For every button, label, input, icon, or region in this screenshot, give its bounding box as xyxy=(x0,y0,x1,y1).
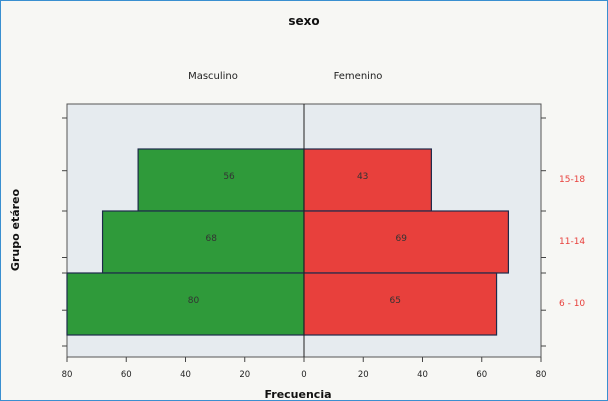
value-label-masculino-15-18: 56 xyxy=(223,172,235,182)
bar-femenino-6-10 xyxy=(303,272,498,336)
x-axis-ticks: 80 60 40 20 0 20 40 60 80 xyxy=(62,357,547,380)
x-tick-label: 60 xyxy=(476,370,487,380)
bar-femenino-11-14 xyxy=(303,210,510,274)
x-axis-title: Frecuencia xyxy=(264,388,331,400)
category-labels-group: 15-18 11-14 6 - 10 xyxy=(559,175,585,309)
category-label-15-18: 15-18 xyxy=(559,175,585,185)
chart-title: sexo xyxy=(288,14,319,28)
value-label-masculino-11-14: 68 xyxy=(206,234,218,244)
x-tick-label: 80 xyxy=(62,370,73,380)
x-tick-label: 20 xyxy=(358,370,369,380)
value-label-femenino-11-14: 69 xyxy=(395,234,407,244)
x-tick-label: 20 xyxy=(239,370,250,380)
y-axis-ticks xyxy=(62,117,546,347)
x-tick-label: 60 xyxy=(121,370,132,380)
bar-masculino-15-18 xyxy=(137,148,305,212)
category-label-11-14: 11-14 xyxy=(559,237,585,247)
y-axis-title: Grupo etáreo xyxy=(9,188,22,271)
category-label-6-10: 6 - 10 xyxy=(559,299,585,309)
x-tick-label: 40 xyxy=(417,370,428,380)
bar-masculino-6-10 xyxy=(66,272,305,336)
value-labels-group: 56 43 68 69 80 65 xyxy=(188,172,407,306)
x-tick-label: 0 xyxy=(301,370,306,380)
x-tick-label: 80 xyxy=(536,370,547,380)
value-label-femenino-6-10: 65 xyxy=(390,296,401,306)
legend-label-masculino: Masculino xyxy=(188,71,238,82)
value-label-femenino-15-18: 43 xyxy=(357,172,368,182)
value-label-masculino-6-10: 80 xyxy=(188,296,200,306)
legend-label-femenino: Femenino xyxy=(334,71,383,82)
bars-group xyxy=(66,148,510,336)
bar-femenino-15-18 xyxy=(303,148,432,212)
x-tick-label: 40 xyxy=(180,370,191,380)
bar-masculino-11-14 xyxy=(101,210,305,274)
